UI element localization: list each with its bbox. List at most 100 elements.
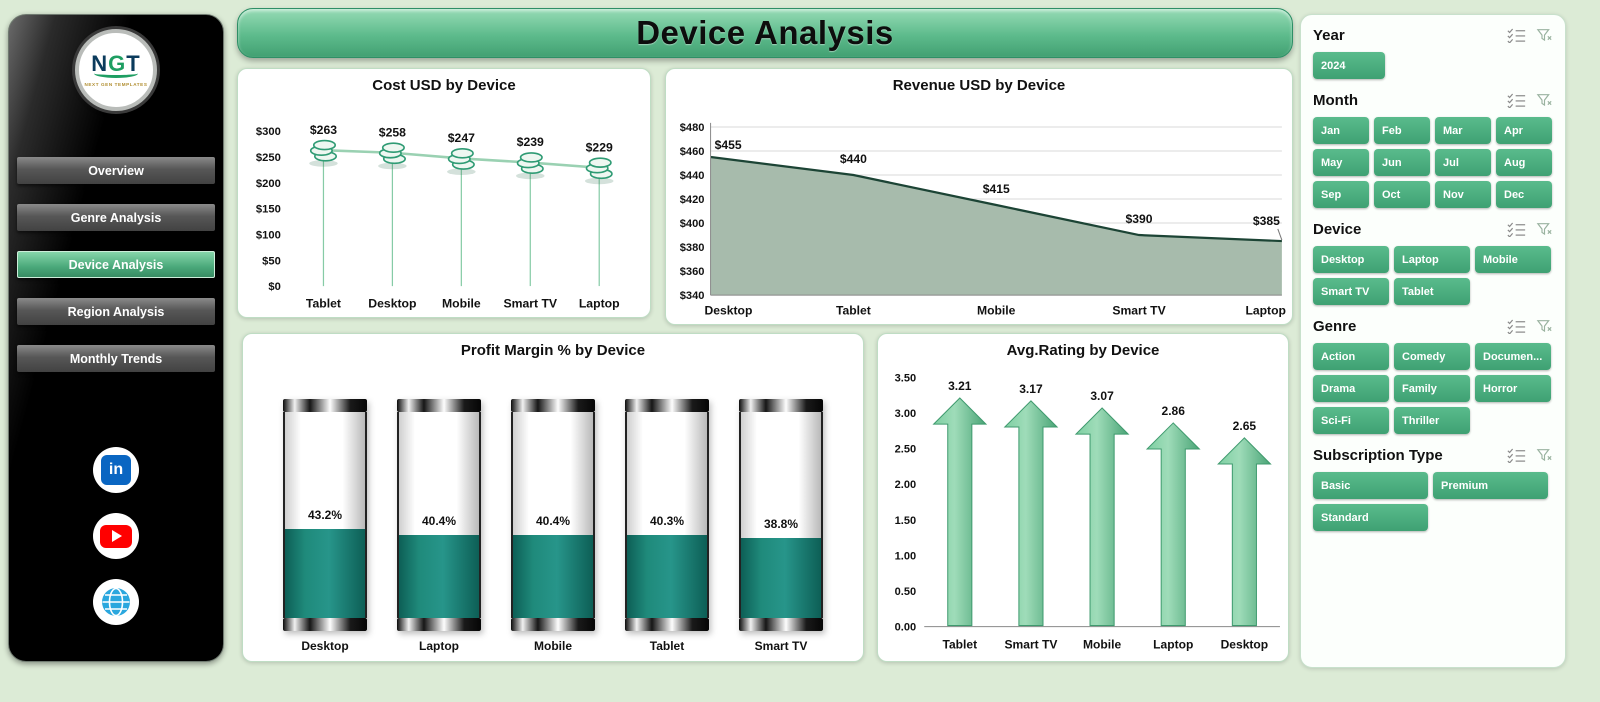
filter-option-device-mobile[interactable]: Mobile xyxy=(1475,246,1551,273)
svg-text:Tablet: Tablet xyxy=(836,303,871,317)
clear-filter-icon[interactable] xyxy=(1536,93,1553,108)
svg-text:$440: $440 xyxy=(840,152,867,166)
svg-text:$150: $150 xyxy=(256,204,281,216)
filter-option-month-jan[interactable]: Jan xyxy=(1313,117,1369,144)
social-links: in xyxy=(9,447,223,625)
filter-option-genre-drama[interactable]: Drama xyxy=(1313,375,1389,402)
filter-option-year-2024[interactable]: 2024 xyxy=(1313,52,1385,79)
filter-option-month-jun[interactable]: Jun xyxy=(1374,149,1430,176)
filter-option-month-may[interactable]: May xyxy=(1313,149,1369,176)
sidebar-item-monthly-trends[interactable]: Monthly Trends xyxy=(17,345,215,372)
svg-text:Mobile: Mobile xyxy=(977,303,1016,317)
avg-rating-chart: 0.00 0.50 1.00 1.50 2.00 2.50 3.00 3.50 3.21 Tabl… xyxy=(878,359,1288,661)
svg-text:3.17: 3.17 xyxy=(1019,382,1043,396)
filter-option-device-desktop[interactable]: Desktop xyxy=(1313,246,1389,273)
cylinder-category-label: Smart TV xyxy=(754,639,808,653)
filter-option-month-sep[interactable]: Sep xyxy=(1313,181,1369,208)
profit-chart-title: Profit Margin % by Device xyxy=(460,342,646,359)
filter-option-genre-horror[interactable]: Horror xyxy=(1475,375,1551,402)
svg-text:1.50: 1.50 xyxy=(895,515,917,527)
multiselect-icon[interactable] xyxy=(1507,222,1526,237)
filter-option-subscription-type-premium[interactable]: Premium xyxy=(1433,472,1548,499)
svg-text:$100: $100 xyxy=(256,229,281,241)
filter-option-genre-sci-fi[interactable]: Sci-Fi xyxy=(1313,407,1389,434)
svg-text:Laptop: Laptop xyxy=(579,296,620,310)
svg-text:$239: $239 xyxy=(517,135,544,149)
svg-text:Tablet: Tablet xyxy=(306,296,341,310)
svg-text:$480: $480 xyxy=(680,122,705,134)
svg-text:0.50: 0.50 xyxy=(895,586,917,598)
revenue-chart-title: Revenue USD by Device xyxy=(892,77,1066,94)
ngt-logo: NGT NEXT GEN TEMPLATES xyxy=(75,29,157,111)
clear-filter-icon[interactable] xyxy=(1536,319,1553,334)
svg-text:3.00: 3.00 xyxy=(895,408,917,420)
svg-text:$400: $400 xyxy=(680,218,705,230)
sidebar-item-region-analysis[interactable]: Region Analysis xyxy=(17,298,215,325)
logo-subtext: NEXT GEN TEMPLATES xyxy=(84,81,148,87)
filter-option-month-mar[interactable]: Mar xyxy=(1435,117,1491,144)
page-title: Device Analysis xyxy=(636,14,894,51)
svg-text:2.50: 2.50 xyxy=(895,444,917,456)
logo-swoosh-icon xyxy=(94,69,138,78)
filter-option-subscription-type-basic[interactable]: Basic xyxy=(1313,472,1428,499)
cylinder-category-label: Mobile xyxy=(534,639,572,653)
multiselect-icon[interactable] xyxy=(1507,93,1526,108)
linkedin-icon[interactable]: in xyxy=(93,447,139,493)
filter-option-genre-family[interactable]: Family xyxy=(1394,375,1470,402)
filter-option-month-feb[interactable]: Feb xyxy=(1374,117,1430,144)
revenue-usd-chart: $480 $460 $440 $420 $400 $380 $360 $340 $455 Desk… xyxy=(666,94,1292,324)
filter-option-month-apr[interactable]: Apr xyxy=(1496,117,1552,144)
svg-text:$420: $420 xyxy=(680,194,705,206)
svg-text:$360: $360 xyxy=(680,266,705,278)
svg-text:$250: $250 xyxy=(256,152,281,164)
filter-option-month-oct[interactable]: Oct xyxy=(1374,181,1430,208)
multiselect-icon[interactable] xyxy=(1507,448,1526,463)
filter-option-device-laptop[interactable]: Laptop xyxy=(1394,246,1470,273)
filter-title-subscription-type: Subscription Type xyxy=(1313,447,1443,464)
svg-text:Smart TV: Smart TV xyxy=(1112,303,1166,317)
filter-option-genre-documen[interactable]: Documen... xyxy=(1475,343,1551,370)
cylinder-category-label: Laptop xyxy=(419,639,459,653)
filter-option-genre-action[interactable]: Action xyxy=(1313,343,1389,370)
globe-icon[interactable] xyxy=(93,579,139,625)
cylinder-value-label: 38.8% xyxy=(763,517,799,532)
filter-option-device-tablet[interactable]: Tablet xyxy=(1394,278,1470,305)
clear-filter-icon[interactable] xyxy=(1536,448,1553,463)
cylinder-value-label: 40.4% xyxy=(535,513,571,528)
sidebar-item-overview[interactable]: Overview xyxy=(17,157,215,184)
multiselect-icon[interactable] xyxy=(1507,319,1526,334)
filter-option-device-smart-tv[interactable]: Smart TV xyxy=(1313,278,1389,305)
filter-title-year: Year xyxy=(1313,27,1345,44)
filter-title-month: Month xyxy=(1313,92,1358,109)
clear-filter-icon[interactable] xyxy=(1536,222,1553,237)
filter-group-year: Year 2024 xyxy=(1313,27,1553,79)
logo-area: NGT NEXT GEN TEMPLATES xyxy=(9,29,223,111)
sidebar-item-genre-analysis[interactable]: Genre Analysis xyxy=(17,204,215,231)
page-title-banner: Device Analysis xyxy=(237,8,1293,58)
filter-option-genre-thriller[interactable]: Thriller xyxy=(1394,407,1470,434)
cylinder-tablet: 40.3% Tablet xyxy=(625,399,709,653)
filter-option-month-dec[interactable]: Dec xyxy=(1496,181,1552,208)
cylinder-category-label: Tablet xyxy=(649,639,685,653)
filter-option-subscription-type-standard[interactable]: Standard xyxy=(1313,504,1428,531)
cylinder-mobile: 40.4% Mobile xyxy=(511,399,595,653)
card-avg-rating: Avg.Rating by Device 0.00 0.50 1.00 1.50 2.0… xyxy=(877,333,1289,662)
cylinder-smart-tv: 38.8% Smart TV xyxy=(739,399,823,653)
filter-option-genre-comedy[interactable]: Comedy xyxy=(1394,343,1470,370)
cost-usd-chart: $300 $250 $200 $150 $100 $50 $0 $263 Tablet $258 D… xyxy=(238,94,650,317)
filter-option-month-jul[interactable]: Jul xyxy=(1435,149,1491,176)
youtube-icon[interactable] xyxy=(93,513,139,559)
filter-option-month-aug[interactable]: Aug xyxy=(1496,149,1552,176)
svg-text:$460: $460 xyxy=(680,146,705,158)
sidebar-nav: Overview Genre Analysis Device Analysis Reg… xyxy=(9,157,223,372)
filter-option-month-nov[interactable]: Nov xyxy=(1435,181,1491,208)
svg-text:$390: $390 xyxy=(1126,212,1153,226)
sidebar-item-device-analysis[interactable]: Device Analysis xyxy=(17,251,215,278)
filter-group-genre: Genre Action Comedy Documen... Drama Family Ho… xyxy=(1313,318,1553,434)
svg-text:$258: $258 xyxy=(379,125,406,139)
clear-filter-icon[interactable] xyxy=(1536,28,1553,43)
svg-text:Mobile: Mobile xyxy=(1083,638,1121,652)
svg-text:1.00: 1.00 xyxy=(895,550,917,562)
multiselect-icon[interactable] xyxy=(1507,28,1526,43)
svg-text:0.00: 0.00 xyxy=(895,622,917,634)
